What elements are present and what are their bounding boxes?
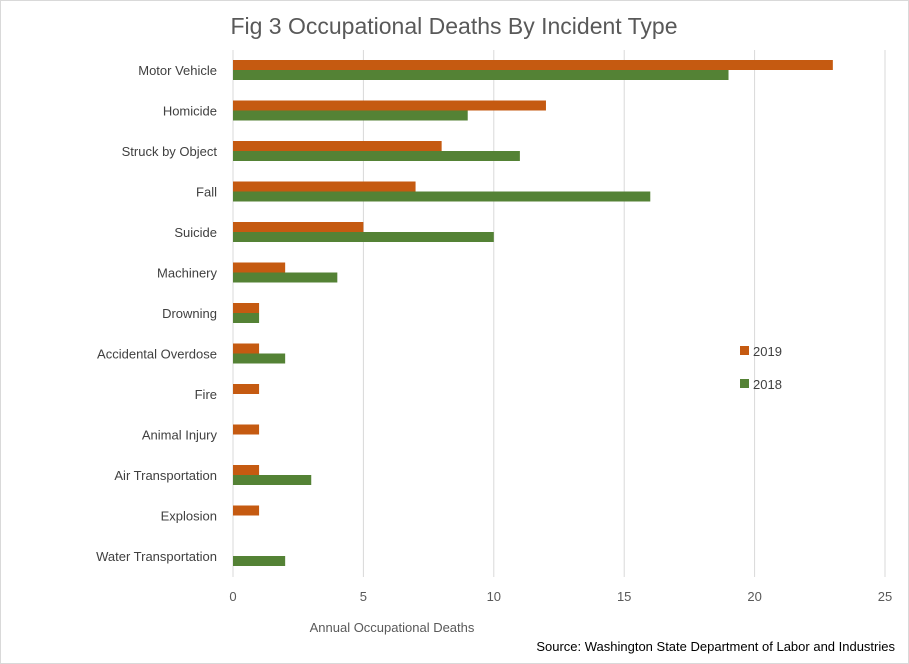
- category-label: Machinery: [157, 266, 217, 281]
- category-label: Animal Injury: [142, 428, 218, 443]
- bar-2019: [233, 505, 260, 516]
- legend-swatch-2019: [740, 346, 749, 355]
- source-note: Source: Washington State Department of L…: [536, 639, 895, 654]
- category-label: Motor Vehicle: [138, 63, 217, 78]
- bar-2019: [233, 303, 260, 313]
- category-label: Water Transportation: [96, 549, 217, 564]
- bar-2019: [233, 465, 260, 475]
- bar-2019: [233, 141, 442, 151]
- bar-2019: [233, 222, 364, 232]
- x-tick-label: 0: [229, 589, 236, 604]
- category-label: Suicide: [174, 225, 217, 240]
- x-tick-label: 25: [878, 589, 892, 604]
- bar-2018: [233, 353, 286, 364]
- category-labels: Motor Vehicle Homicide Struck by Object Fal…: [96, 63, 217, 564]
- x-tick-label: 5: [360, 589, 367, 604]
- bar-2019: [233, 181, 416, 192]
- category-label: Fall: [196, 185, 217, 200]
- bar-2018: [233, 556, 286, 566]
- bar-2018: [233, 151, 520, 161]
- legend-swatch-2018: [740, 379, 749, 388]
- x-tick-labels: 0 5 10 15 20 25: [229, 589, 892, 604]
- category-label: Struck by Object: [122, 144, 218, 159]
- bar-2019: [233, 384, 260, 394]
- bars: [233, 60, 833, 566]
- bar-2018: [233, 313, 260, 323]
- bar-2018: [233, 272, 338, 283]
- x-axis-title: Annual Occupational Deaths: [310, 620, 475, 635]
- category-label: Accidental Overdose: [97, 347, 217, 362]
- bar-2019: [233, 60, 833, 70]
- bar-2018: [233, 475, 312, 485]
- legend: 2019 2018: [740, 344, 782, 392]
- bar-2018: [233, 110, 468, 121]
- bar-2018: [233, 232, 494, 242]
- chart-title: Fig 3 Occupational Deaths By Incident Ty…: [230, 13, 677, 39]
- bar-2019: [233, 343, 260, 354]
- category-label: Drowning: [162, 306, 217, 321]
- bar-2019: [233, 262, 286, 273]
- bar-2018: [233, 191, 651, 202]
- bar-2019: [233, 100, 546, 111]
- category-label: Homicide: [163, 104, 217, 119]
- legend-label: 2018: [753, 377, 782, 392]
- bar-2018: [233, 70, 729, 80]
- category-label: Fire: [195, 387, 217, 402]
- gridlines: [232, 50, 886, 577]
- x-tick-label: 15: [617, 589, 631, 604]
- bar-2019: [233, 424, 260, 435]
- category-label: Air Transportation: [114, 468, 217, 483]
- x-tick-label: 10: [487, 589, 501, 604]
- x-tick-label: 20: [747, 589, 761, 604]
- category-label: Explosion: [161, 509, 217, 524]
- legend-label: 2019: [753, 344, 782, 359]
